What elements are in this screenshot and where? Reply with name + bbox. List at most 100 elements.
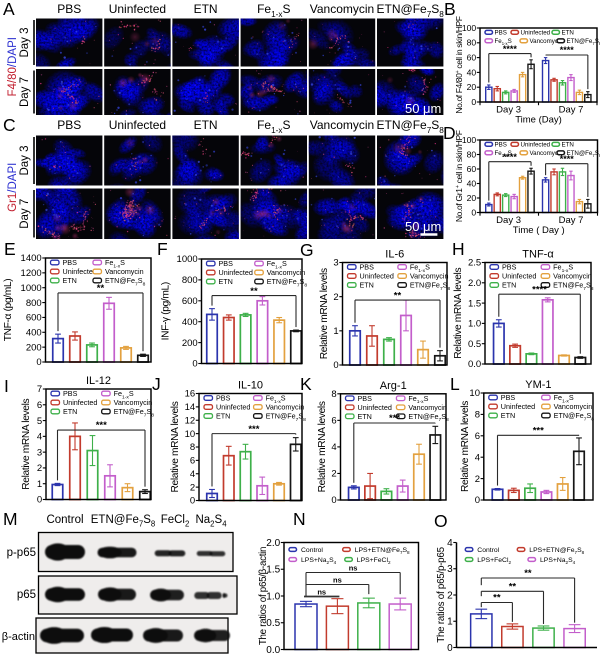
svg-text:Fe1-xS: Fe1-xS [266,394,286,405]
svg-text:ETN: ETN [360,281,374,290]
svg-text:Uninfected: Uninfected [358,403,392,412]
svg-text:100: 100 [462,135,477,145]
svg-text:ETN: ETN [562,142,574,149]
svg-text:Fe1-xS: Fe1-xS [105,258,125,269]
svg-text:60: 60 [467,53,477,63]
svg-text:Vancomycin: Vancomycin [310,2,374,16]
svg-text:p65: p65 [17,589,36,601]
svg-text:ETN: ETN [63,276,77,285]
svg-text:FeCl2: FeCl2 [161,514,190,529]
svg-text:Uninfected: Uninfected [501,402,535,411]
svg-text:Day 7: Day 7 [19,199,31,229]
svg-text:1200: 1200 [21,268,42,279]
svg-text:ETN: ETN [194,2,218,16]
svg-text:****: **** [503,152,518,162]
svg-text:E: E [4,239,16,259]
svg-text:Vancomycin: Vancomycin [553,272,592,281]
svg-text:ETN: ETN [502,281,516,290]
svg-text:Uninfected: Uninfected [109,2,166,16]
svg-text:800: 800 [182,275,198,286]
svg-text:600: 600 [26,313,42,324]
svg-text:1: 1 [333,326,338,337]
svg-text:400: 400 [26,328,42,339]
svg-text:Uninfected: Uninfected [502,272,536,281]
svg-text:ns: ns [333,576,342,585]
svg-text:C: C [3,115,16,135]
svg-text:Uninfected: Uninfected [219,268,253,277]
svg-text:Day 7: Day 7 [19,77,31,107]
svg-text:2.0: 2.0 [468,278,481,289]
svg-text:Relative mRNA levels: Relative mRNA levels [21,399,32,490]
svg-text:A: A [3,0,15,19]
svg-text:****: **** [503,44,518,54]
svg-text:ETN: ETN [194,118,218,132]
svg-text:H: H [452,239,465,259]
svg-text:8: 8 [331,389,336,400]
svg-text:1.5: 1.5 [468,298,481,309]
svg-text:3: 3 [37,447,42,458]
svg-text:PBS: PBS [219,259,234,268]
svg-text:0: 0 [471,207,476,217]
svg-text:400: 400 [182,317,198,328]
svg-text:0: 0 [331,495,336,506]
svg-text:Day 7: Day 7 [559,105,584,116]
svg-text:0: 0 [447,643,453,654]
svg-text:2.0: 2.0 [266,538,280,549]
svg-text:Uninfected: Uninfected [63,398,97,407]
svg-text:ETN@Fe7S8: ETN@Fe7S8 [554,411,595,422]
svg-text:1.0: 1.0 [468,319,481,330]
svg-text:0.5: 0.5 [468,339,481,350]
svg-text:PBS: PBS [63,258,78,267]
svg-text:***: *** [96,420,107,431]
svg-text:1400: 1400 [21,253,42,264]
svg-text:ETN@Fe7S8: ETN@Fe7S8 [410,281,451,292]
svg-text:Relative mRNA levels: Relative mRNA levels [170,401,181,492]
svg-text:2: 2 [37,463,42,474]
svg-text:60: 60 [467,164,477,174]
svg-text:50 μm: 50 μm [405,101,441,116]
svg-text:LPS+Na2S4: LPS+Na2S4 [301,557,337,565]
svg-text:IL-6: IL-6 [385,249,404,261]
svg-text:Control: Control [301,547,323,554]
svg-text:Time (Day): Time (Day) [515,115,562,126]
svg-text:Vancomycin: Vancomycin [408,403,447,412]
svg-text:**: ** [394,290,402,301]
svg-text:3: 3 [447,564,453,575]
svg-text:ETN@Fe7S8: ETN@Fe7S8 [567,150,600,158]
svg-text:Relative mRNA levels: Relative mRNA levels [319,268,330,359]
svg-text:Fe1-xS: Fe1-xS [408,394,428,405]
svg-text:Na2S4: Na2S4 [195,514,227,529]
svg-text:Vancomycin: Vancomycin [554,402,593,411]
svg-text:ETN@Fe7S8: ETN@Fe7S8 [105,276,146,287]
svg-text:B: B [444,0,456,19]
svg-text:Day 3: Day 3 [496,215,521,226]
svg-text:PBS: PBS [57,118,81,132]
svg-text:0: 0 [37,495,42,506]
svg-text:ETN: ETN [219,277,233,286]
svg-text:Fe1-xS: Fe1-xS [267,259,287,270]
svg-text:ETN@Fe7S8: ETN@Fe7S8 [267,277,308,288]
svg-text:Vancomycin: Vancomycin [530,150,564,157]
svg-text:D: D [443,123,456,143]
svg-text:Fe1-xS: Fe1-xS [257,118,290,135]
svg-text:Vancomycin: Vancomycin [530,38,564,45]
svg-text:Relative mRNA levels: Relative mRNA levels [453,268,464,359]
svg-text:Vancomycin: Vancomycin [410,272,449,281]
svg-text:80: 80 [467,38,477,48]
svg-text:PBS: PBS [358,394,373,403]
svg-text:N: N [293,509,306,529]
svg-text:PBS: PBS [495,142,507,149]
svg-text:1.5: 1.5 [266,565,280,576]
svg-text:Vancomycin: Vancomycin [266,403,305,412]
svg-text:3: 3 [333,258,338,269]
svg-text:PBS: PBS [216,394,231,403]
svg-text:Vancomycin: Vancomycin [105,267,144,276]
svg-text:10: 10 [185,429,196,440]
svg-text:TNF-α: TNF-α [522,249,554,261]
svg-text:ETN@Fe7S8: ETN@Fe7S8 [266,412,307,423]
svg-text:Time ( Day ): Time ( Day ) [513,225,565,236]
svg-text:β-actin: β-actin [2,631,35,643]
svg-text:Vancomycin: Vancomycin [114,398,153,407]
svg-text:0.0: 0.0 [468,359,481,370]
svg-text:G: G [300,240,314,260]
